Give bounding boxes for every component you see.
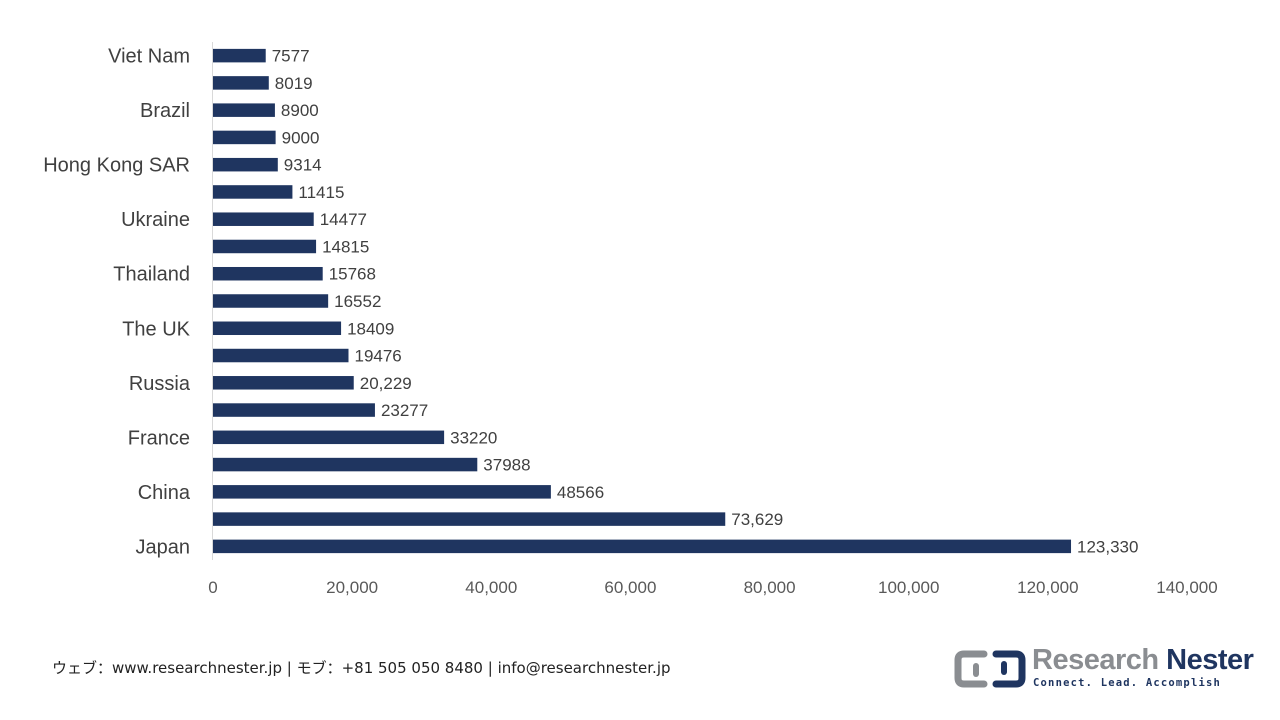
- bar-value-label: 18409: [347, 319, 394, 338]
- x-tick-label: 120,000: [1017, 578, 1078, 597]
- bar-value-label: 14815: [322, 237, 369, 256]
- bar: [213, 76, 269, 90]
- logo-word-nester: Nester: [1166, 644, 1254, 676]
- category-label: Viet Nam: [108, 46, 190, 68]
- bar-value-label: 23277: [381, 401, 428, 420]
- bar-value-label: 8019: [275, 74, 313, 93]
- bar: [213, 430, 445, 445]
- bar: [213, 239, 317, 254]
- bar: [213, 512, 726, 526]
- bar-value-label: 33220: [450, 428, 497, 447]
- x-tick-label: 20,000: [326, 578, 378, 597]
- logo-wordmark: Research Nester: [1032, 644, 1254, 677]
- bar: [213, 157, 278, 172]
- bar-value-label: 123,330: [1077, 537, 1138, 556]
- x-axis-ticks-group: 0 20,000 40,000 60,000 80,000 100,000 120,000 1…: [208, 578, 1217, 597]
- bar-value-label: 20,229: [360, 374, 412, 393]
- x-tick-label: 100,000: [878, 578, 939, 597]
- category-label: Hong Kong SAR: [43, 155, 190, 177]
- bar-value-label: 37988: [483, 456, 530, 475]
- bar: [213, 403, 375, 417]
- category-label: Thailand: [113, 264, 190, 286]
- category-label: Russia: [129, 373, 191, 395]
- bar: [213, 348, 349, 363]
- x-tick-label: 60,000: [604, 578, 656, 597]
- bar: [213, 212, 314, 226]
- bar-value-label: 11415: [298, 183, 344, 202]
- x-tick-label: 80,000: [744, 578, 796, 597]
- category-label: Japan: [136, 536, 191, 558]
- research-nester-logo: Research Nester Connect. Lead. Accomplis…: [950, 640, 1254, 700]
- category-label: Ukraine: [121, 209, 190, 231]
- bar: [213, 539, 1072, 554]
- logo-icon: [954, 650, 1026, 688]
- bar-value-label: 14477: [320, 210, 367, 229]
- bar: [213, 485, 551, 499]
- category-labels-group: Viet Nam Brazil Hong Kong SAR Ukraine Thaila…: [43, 46, 191, 559]
- x-tick-label: 0: [208, 578, 217, 597]
- bar-value-label: 73,629: [731, 510, 783, 529]
- logo-word-research: Research: [1032, 644, 1159, 676]
- bar: [213, 266, 323, 281]
- x-tick-label: 40,000: [465, 578, 517, 597]
- bar: [213, 103, 275, 117]
- category-label: Brazil: [140, 100, 190, 122]
- bar-value-label: 8900: [281, 101, 319, 120]
- bar: [213, 294, 329, 308]
- bar: [213, 130, 276, 145]
- bar-value-label: 19476: [354, 347, 401, 366]
- logo-tagline: Connect. Lead. Accomplish: [1033, 677, 1222, 689]
- bar-value-label: 48566: [557, 483, 604, 502]
- bar-value-label: 7577: [272, 47, 310, 66]
- contact-footer: ウェブ：www.researchnester.jp | モブ：+81 505 0…: [52, 659, 671, 677]
- category-label: France: [128, 427, 190, 449]
- category-label: The UK: [122, 318, 190, 340]
- bar: [213, 321, 342, 336]
- value-labels-group: 7577 8019 8900 9000 9314 11415 14477 14815 15768…: [272, 47, 1139, 557]
- bar-chart: Viet Nam Brazil Hong Kong SAR Ukraine Thaila…: [43, 42, 1218, 597]
- bar-value-label: 16552: [334, 292, 381, 311]
- bar-value-label: 9000: [282, 128, 320, 147]
- category-label: China: [138, 482, 191, 504]
- bar: [213, 48, 266, 63]
- bar-value-label: 15768: [329, 265, 376, 284]
- bars-group: [213, 48, 1072, 554]
- bar: [213, 457, 478, 472]
- x-tick-label: 140,000: [1156, 578, 1217, 597]
- bar-value-label: 9314: [284, 156, 322, 175]
- bar: [213, 376, 354, 390]
- bar: [213, 185, 293, 199]
